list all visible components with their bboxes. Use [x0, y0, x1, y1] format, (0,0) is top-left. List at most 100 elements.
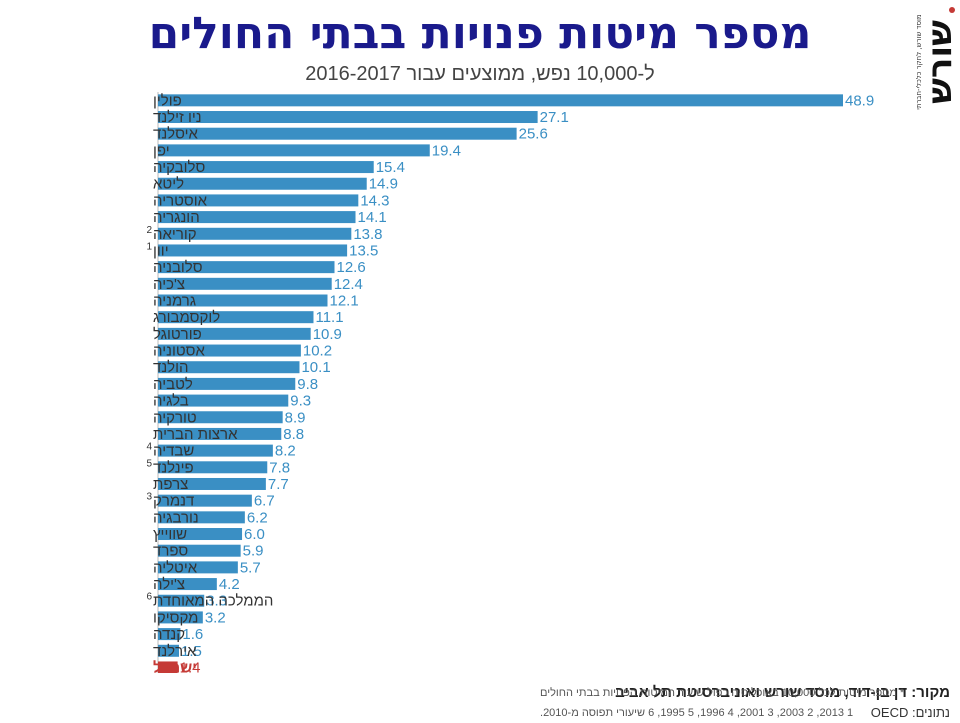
bar — [158, 111, 538, 124]
bar — [158, 161, 374, 174]
data-label: 4.2 — [219, 576, 240, 593]
data-label: 9.8 — [297, 376, 318, 393]
chart-subtitle: ל-10,000 נפש, ממוצעים עבור 2016-2017 — [305, 63, 655, 85]
data-label: 6.0 — [244, 526, 265, 543]
category-label: לוקסמבורג — [153, 309, 220, 326]
data-label: 15.4 — [376, 159, 405, 176]
data-label: 25.6 — [519, 126, 548, 143]
category-label: ליטא — [153, 176, 184, 193]
category-label: קנדה — [153, 626, 185, 643]
superscript-note: 3 — [146, 492, 152, 503]
category-label: הממלכה המאוחדת — [153, 593, 273, 610]
bar — [158, 177, 367, 190]
data-label: 48.9 — [845, 92, 874, 109]
bar — [158, 511, 245, 524]
bar — [158, 427, 282, 440]
bar — [158, 661, 178, 673]
category-label: דנמרק — [153, 493, 194, 510]
data-label: 6.2 — [247, 509, 268, 526]
data-label: 13.5 — [349, 242, 378, 259]
category-label: שבדיה — [153, 443, 194, 460]
data-label: 8.9 — [285, 409, 306, 426]
data-label: 1.4 — [180, 659, 201, 673]
category-label: איסלנד — [153, 126, 199, 143]
category-label: יפן — [153, 142, 170, 159]
bar — [158, 227, 352, 240]
data-label: 7.7 — [268, 476, 289, 493]
bar — [158, 544, 241, 557]
bar — [158, 327, 311, 340]
bar — [158, 561, 238, 574]
category-label: סלובקיה — [153, 159, 205, 176]
bar — [158, 528, 243, 541]
category-label: צ'כיה — [153, 276, 185, 293]
footnote-1: * מספר מיטות לכל 10,000 באוכלוסיה כפול ש… — [540, 687, 905, 699]
bar — [158, 277, 332, 290]
bar — [158, 344, 301, 357]
category-label: נורבגיה — [153, 509, 199, 526]
bar — [158, 94, 843, 107]
bar — [158, 294, 328, 307]
data-label: 5.7 — [240, 559, 261, 576]
data-label: 3.3 — [206, 593, 227, 610]
bar — [158, 394, 289, 407]
category-label: אסטוניה — [153, 343, 205, 360]
data-label: 14.3 — [360, 192, 389, 209]
footnote-2: 1 2013, 2 2003, 3 2001, 4 1996, 5 1995, … — [540, 707, 854, 719]
data-label: 14.9 — [369, 176, 398, 193]
category-label: שווייץ — [153, 526, 187, 543]
shoresh-logo: שורש מוסד שורש, לחקר כלכלי-חברתי — [915, 7, 960, 110]
superscript-note: 4 — [146, 442, 152, 453]
bar — [158, 594, 205, 607]
data-label: 3.2 — [205, 609, 226, 626]
data-label: 8.2 — [275, 443, 296, 460]
bar — [158, 477, 266, 490]
logo-caption: מוסד שורש, לחקר כלכלי-חברתי — [915, 14, 923, 110]
bar — [158, 461, 268, 474]
data-label: 5.9 — [243, 543, 264, 560]
category-label: אוסטריה — [153, 192, 208, 209]
bar — [158, 144, 430, 157]
category-label: צ'ילה — [153, 576, 185, 593]
data-label: 7.8 — [269, 459, 290, 476]
category-label: הונגריה — [153, 209, 200, 226]
bar — [158, 244, 348, 257]
bar — [158, 261, 335, 274]
category-label: צרפת — [153, 476, 188, 493]
bar — [158, 411, 283, 424]
category-label: ארצות הברית — [153, 426, 238, 443]
superscript-note: 1 — [146, 241, 152, 252]
category-label: טורקיה — [153, 409, 197, 426]
category-label: קוריאה — [153, 226, 197, 243]
bar — [158, 194, 359, 207]
superscript-note: 2 — [146, 225, 152, 236]
data-label: 13.8 — [353, 226, 382, 243]
category-label: לטביה — [153, 376, 193, 393]
category-label: פינלנד — [153, 459, 194, 476]
data-label: 10.2 — [303, 343, 332, 360]
data-label: 1.6 — [182, 626, 203, 643]
logo-text: שורש — [920, 20, 960, 104]
data-label: 12.4 — [334, 276, 363, 293]
data-note: נתונים: OECD — [870, 705, 950, 720]
category-label: אירלנד — [153, 643, 197, 660]
data-label: 27.1 — [540, 109, 569, 126]
data-label: 10.9 — [313, 326, 342, 343]
bar — [158, 127, 517, 140]
source-note: מקור: דן בן-דוד, מוסד שורש ואוניברסיטת ת… — [615, 684, 950, 701]
bar — [158, 211, 356, 224]
data-label: 10.1 — [301, 359, 330, 376]
bar — [158, 578, 217, 591]
data-label: 11.1 — [315, 309, 343, 326]
data-label: 12.6 — [337, 259, 366, 276]
bar — [158, 377, 296, 390]
category-label: מקסיקו — [153, 609, 198, 626]
data-label: 9.3 — [290, 393, 311, 410]
category-label: ניו זילנד — [153, 109, 202, 126]
data-label: 19.4 — [432, 142, 461, 159]
bar — [158, 444, 273, 457]
bar — [158, 494, 252, 507]
category-label: ספרד — [153, 543, 188, 560]
logo-dot — [949, 7, 955, 13]
